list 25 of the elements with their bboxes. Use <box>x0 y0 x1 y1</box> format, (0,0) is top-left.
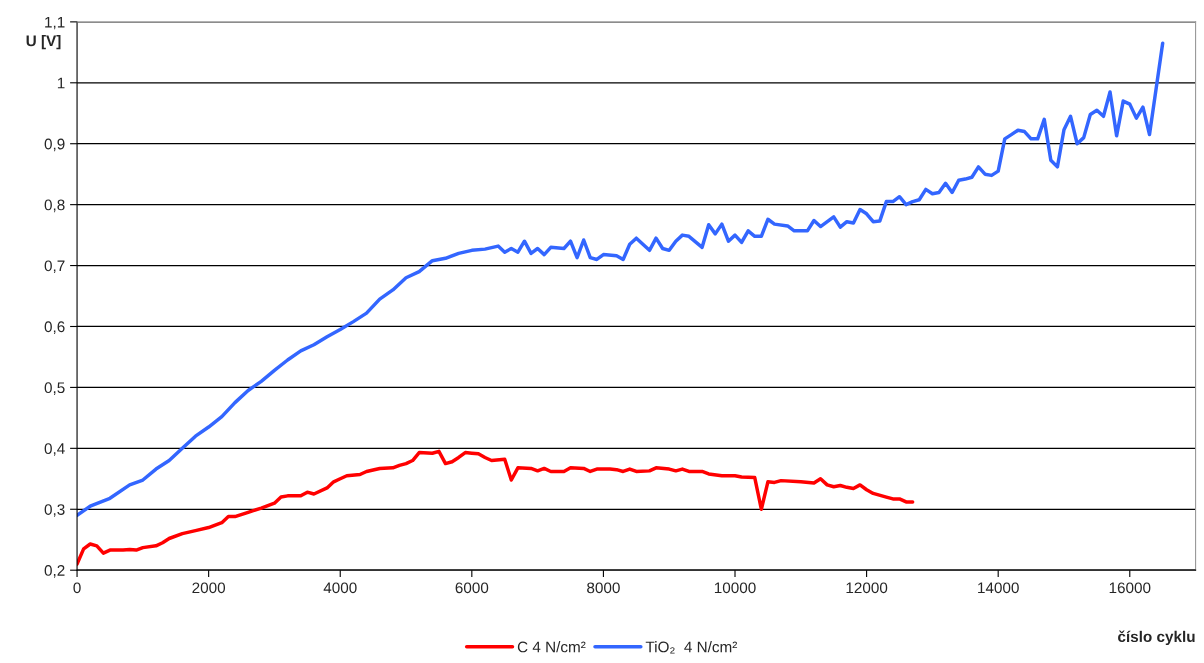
legend-label: C 4 N/cm² <box>517 641 586 653</box>
x-tick-label: 6000 <box>455 582 489 594</box>
y-tick-label: 0,6 <box>44 321 65 334</box>
x-tick-label: 16000 <box>1109 582 1151 594</box>
y-tick-label: 0,3 <box>44 504 65 517</box>
y-tick-label: 0,8 <box>44 199 65 213</box>
legend-label: TiO₂ 4 N/cm² <box>645 641 738 654</box>
y-tick-label: 1,1 <box>45 16 65 30</box>
y-tick-label: 1 <box>57 77 65 89</box>
y-tick-label: 0,4 <box>44 443 65 456</box>
x-tick-label: 2000 <box>192 582 226 594</box>
x-tick-label: 12000 <box>846 582 888 594</box>
x-tick-label: 4000 <box>323 582 357 594</box>
y-tick-label: 0,5 <box>44 382 65 395</box>
x-axis-title: číslo cyklu <box>1118 630 1195 646</box>
x-tick-label: 0 <box>73 582 81 594</box>
line-series <box>77 41 1165 518</box>
x-tick-label: 14000 <box>978 582 1019 594</box>
x-tick-label: 8000 <box>587 582 620 594</box>
y-tick-label: 0,7 <box>44 260 65 274</box>
x-tick-label: 10000 <box>714 582 756 594</box>
y-axis-title: U [V] <box>26 35 61 50</box>
line-series <box>77 449 915 566</box>
y-tick-label: 0,2 <box>44 565 65 578</box>
y-tick-label: 0,9 <box>44 138 65 152</box>
